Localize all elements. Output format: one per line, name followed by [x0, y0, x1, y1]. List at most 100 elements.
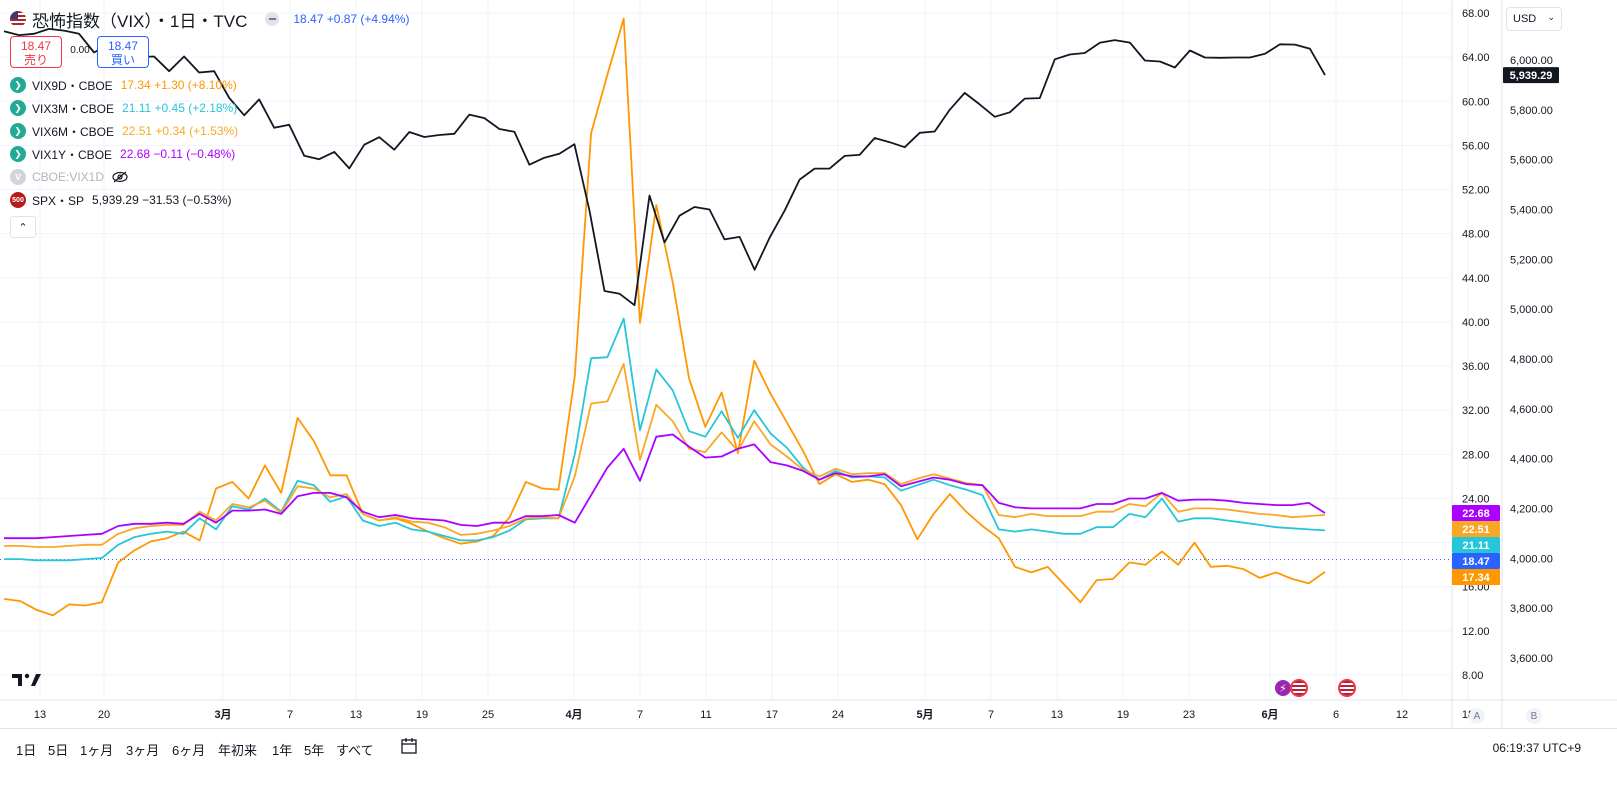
hidden-series-icon: V [10, 169, 26, 185]
x-axis-label: 19 [416, 709, 428, 721]
axis-value-label: 22.51 [1462, 524, 1490, 536]
x-axis-label: 7 [287, 709, 293, 721]
legend-value: 5,939.29 −31.53 (−0.53%) [92, 193, 232, 207]
utc-clock[interactable]: 06:19:37 UTC+9 [1492, 741, 1581, 755]
axis-value-label-bg [1452, 569, 1500, 586]
x-axis-label: 19 [1117, 709, 1129, 721]
x-axis-label: 7 [637, 709, 643, 721]
legend-row-spx[interactable]: 500 SPX・SP 5,939.29 −31.53 (−0.53%) [10, 190, 235, 210]
axis-value-label-bg [1452, 505, 1500, 522]
us-event-flag-icon[interactable] [1338, 679, 1356, 697]
sell-button[interactable]: 18.47 売り [10, 36, 62, 68]
left-axis-tick: 12.00 [1462, 626, 1490, 638]
legend-name: CBOE:VIX1D [32, 170, 105, 184]
arrow-icon: ❯ [10, 146, 26, 162]
axis-value-label: 18.47 [1462, 556, 1490, 568]
scale-b-button[interactable]: B [1526, 708, 1542, 724]
range-1y-button[interactable]: 1年 [272, 743, 293, 758]
x-axis-label: 13 [350, 709, 362, 721]
left-axis-tick: 40.00 [1462, 317, 1490, 329]
legend-name: VIX3M・CBOE [32, 101, 115, 116]
range-3m-button[interactable]: 3ヶ月 [126, 743, 160, 758]
legend-row-vix6m[interactable]: ❯ VIX6M・CBOE 22.51 +0.34 (+1.53%) [10, 121, 242, 141]
collapse-legend-button[interactable]: ⌃ [10, 216, 36, 238]
arrow-icon: ❯ [10, 123, 26, 139]
legend-name: SPX・SP [32, 193, 85, 208]
x-axis-label: 25 [482, 709, 494, 721]
legend-name: VIX1Y・CBOE [32, 147, 113, 162]
x-axis-label: 5月 [916, 708, 933, 721]
symbol-title-row[interactable]: 恐怖指数（VIX）・1日・TVC 18.47 +0.87 (+4.94%) [10, 6, 409, 32]
series-line [3, 17, 1326, 617]
x-axis-label: 20 [98, 709, 110, 721]
left-axis-tick: 60.00 [1462, 96, 1490, 108]
500-badge-icon: 500 [10, 192, 26, 208]
axis-value-label: 22.68 [1462, 508, 1490, 520]
range-5y-button[interactable]: 5年 [304, 743, 325, 758]
series-line [4, 362, 1326, 548]
legend-row-vix9d[interactable]: ❯ VIX9D・CBOE 17.34 +1.30 (+8.10%) [10, 75, 241, 95]
hidden-eye-icon[interactable] [112, 171, 128, 183]
range-5d-button[interactable]: 5日 [48, 743, 69, 758]
legend-panel: 恐怖指数（VIX）・1日・TVC 18.47 +0.87 (+4.94%) 18… [0, 0, 600, 260]
legend-name: VIX6M・CBOE [32, 124, 115, 139]
left-axis-tick: 28.00 [1462, 449, 1490, 461]
right-axis-tick: 3,600.00 [1510, 653, 1553, 665]
bottom-toolbar: 1日 5日 1ヶ月 3ヶ月 6ヶ月 年初来 1年 5年 すべて 06:19:37… [0, 728, 1617, 768]
minus-icon[interactable] [265, 12, 280, 26]
x-axis-label: 23 [1183, 709, 1195, 721]
x-axis-label: 24 [832, 709, 844, 721]
x-axis-label: 17 [766, 709, 778, 721]
range-ytd-button[interactable]: 年初来 [218, 743, 258, 758]
legend-row-vix1d[interactable]: V CBOE:VIX1D [10, 167, 128, 187]
tradingview-logo-icon[interactable] [12, 672, 42, 693]
buy-price: 18.47 [107, 39, 139, 53]
axis-value-label-bg [1503, 67, 1559, 84]
right-axis-tick: 4,400.00 [1510, 454, 1553, 466]
right-axis-tick: 5,400.00 [1510, 205, 1553, 217]
range-all-button[interactable]: すべて [336, 743, 374, 758]
sell-price: 18.47 [20, 39, 52, 53]
legend-name: VIX9D・CBOE [32, 78, 113, 93]
currency-select[interactable]: USD ⌄ [1506, 7, 1562, 31]
left-axis-tick: 24.00 [1462, 493, 1490, 505]
sell-label: 売り [23, 53, 48, 67]
legend-value: 22.68 −0.11 (−0.48%) [120, 147, 236, 161]
left-axis-tick: 44.00 [1462, 273, 1490, 285]
left-axis-tick: 36.00 [1462, 361, 1490, 373]
buy-button[interactable]: 18.47 買い [97, 36, 149, 68]
left-axis-tick: 52.00 [1462, 185, 1490, 197]
x-axis-label: 6 [1333, 709, 1339, 721]
left-axis-tick: 48.00 [1462, 229, 1490, 241]
auto-scale-button[interactable]: A [1469, 708, 1485, 724]
axis-value-label-bg [1452, 537, 1500, 554]
legend-value: 22.51 +0.34 (+1.53%) [122, 124, 239, 138]
us-event-flag-icon[interactable] [1290, 679, 1308, 697]
x-axis-label: 13 [1051, 709, 1063, 721]
axis-value-label: 5,939.29 [1510, 70, 1553, 82]
legend-value: 17.34 +1.30 (+8.10%) [120, 78, 237, 92]
chart-canvas[interactable]: 6 8.00 64.00 60.00 56.00 52.00 48.00 44.00 40.00… [0, 0, 1617, 728]
currency-label: USD [1513, 13, 1537, 25]
right-axis-tick: 5,600.00 [1510, 155, 1553, 167]
axis-value-label: 17.34 [1462, 572, 1490, 584]
chevron-down-icon: ⌄ [1547, 12, 1555, 22]
x-axis-label: 13 [34, 709, 46, 721]
x-axis-label: 4月 [565, 708, 582, 721]
range-1d-button[interactable]: 1日 [16, 743, 37, 758]
calendar-range-icon[interactable] [400, 737, 418, 755]
spread-value: 0.00 [70, 45, 90, 56]
right-axis-tick: 5,000.00 [1510, 304, 1553, 316]
x-axis-label: 3月 [214, 708, 231, 721]
range-6m-button[interactable]: 6ヶ月 [172, 743, 206, 758]
range-1m-button[interactable]: 1ヶ月 [80, 743, 114, 758]
legend-row-vix3m[interactable]: ❯ VIX3M・CBOE 21.11 +0.45 (+2.18%) [10, 98, 241, 118]
left-axis-tick: 8.00 [1462, 670, 1483, 682]
left-axis-tick: 56.00 [1462, 140, 1490, 152]
arrow-icon: ❯ [10, 100, 26, 116]
right-axis-tick: 5,200.00 [1510, 254, 1553, 266]
legend-row-vix1y[interactable]: ❯ VIX1Y・CBOE 22.68 −0.11 (−0.48%) [10, 144, 239, 164]
us-flag-icon [10, 11, 26, 27]
left-axis-tick: 64.00 [1462, 52, 1490, 64]
symbol-title[interactable]: 恐怖指数（VIX）・1日・TVC [32, 11, 248, 31]
